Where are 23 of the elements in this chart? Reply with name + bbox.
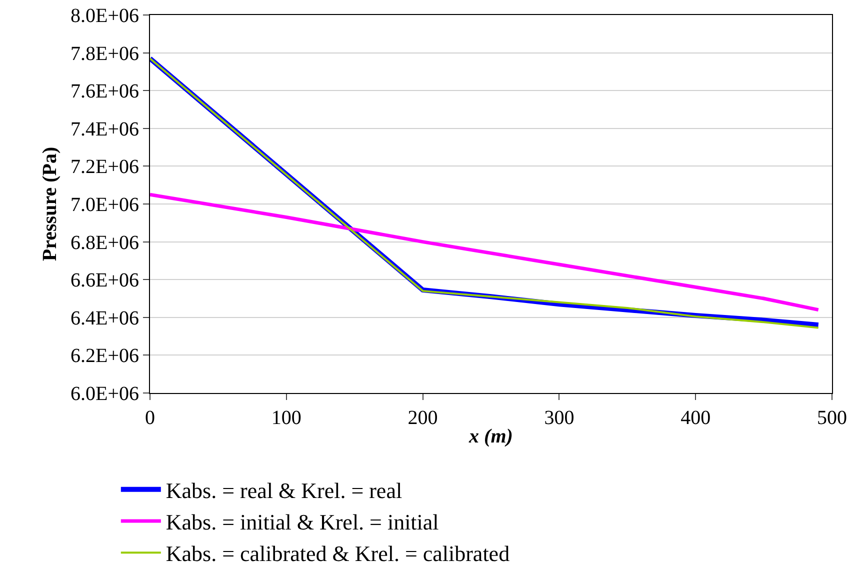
x-tick-label: 400 [680, 407, 711, 429]
x-tick-label: 0 [145, 407, 155, 429]
y-tick-label: 6.6E+06 [70, 270, 139, 292]
y-tick-label: 8.0E+06 [70, 5, 139, 27]
legend-label: Kabs. = initial & Krel. = initial [166, 510, 439, 535]
legend-label: Kabs. = real & Krel. = real [166, 478, 402, 503]
legend-label: Kabs. = calibrated & Krel. = calibrated [166, 541, 510, 566]
y-tick-label: 6.0E+06 [70, 383, 139, 405]
x-tick-label: 500 [817, 407, 847, 429]
y-tick-label: 7.8E+06 [70, 42, 139, 65]
x-tick-label: 200 [408, 407, 438, 429]
y-tick-label: 7.2E+06 [70, 156, 139, 178]
y-tick-label: 7.0E+06 [70, 194, 139, 216]
y-tick-label: 6.2E+06 [70, 345, 139, 368]
x-axis-title: x (m) [468, 426, 513, 448]
y-tick-label: 6.4E+06 [70, 307, 139, 330]
line-series [150, 192, 820, 312]
y-tick-label: 7.6E+06 [70, 80, 139, 103]
y-tick-label: 6.8E+06 [70, 232, 139, 254]
x-tick-label: 300 [544, 407, 574, 429]
y-axis-title: Pressure (Pa) [39, 146, 61, 262]
x-tick-label: 100 [271, 407, 302, 429]
y-tick-label: 7.4E+06 [70, 118, 139, 140]
